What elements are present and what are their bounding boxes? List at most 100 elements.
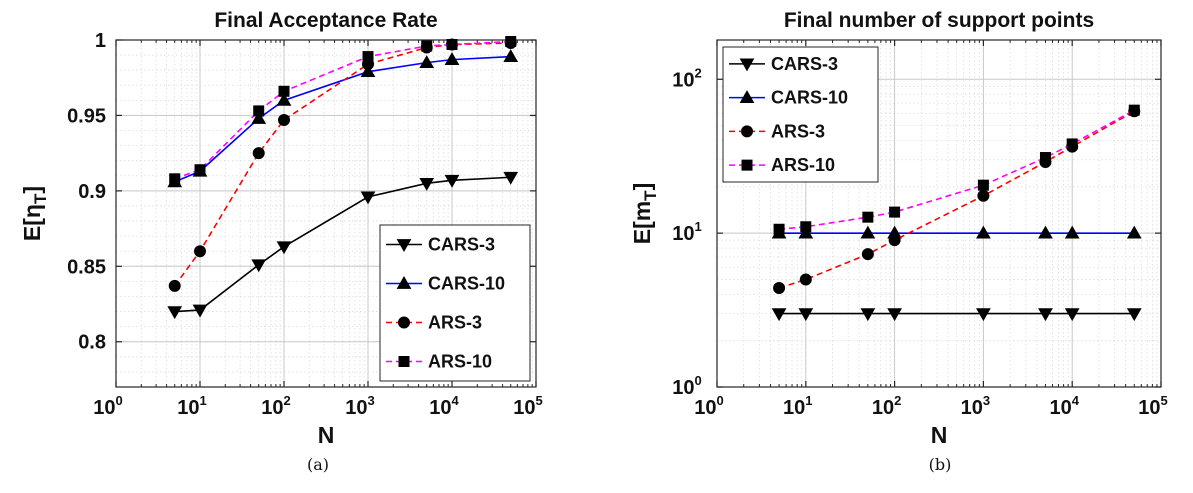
legend-label: CARS-10 xyxy=(771,88,848,108)
data-point xyxy=(1064,225,1080,239)
data-point xyxy=(419,55,435,69)
data-point xyxy=(503,171,519,185)
data-point xyxy=(167,306,183,320)
data-point xyxy=(444,174,460,188)
x-tick-label: 104 xyxy=(429,393,459,419)
data-point xyxy=(278,113,290,126)
legend-marker xyxy=(739,58,755,72)
legend-marker xyxy=(396,239,412,253)
data-point xyxy=(888,234,901,247)
series-line xyxy=(174,176,511,313)
axes-frame xyxy=(115,39,537,388)
data-point xyxy=(194,245,206,258)
legend-label: CARS-10 xyxy=(428,274,505,294)
subfigure-caption: (a) xyxy=(307,455,329,474)
data-point xyxy=(1066,138,1078,150)
data-point xyxy=(887,308,902,322)
data-point xyxy=(360,64,376,78)
legend-label: ARS-10 xyxy=(428,352,492,372)
data-point xyxy=(861,248,874,261)
data-point xyxy=(278,85,290,97)
data-point xyxy=(798,308,814,322)
data-point xyxy=(169,173,181,185)
data-point xyxy=(253,105,265,117)
data-point xyxy=(503,49,519,62)
y-tick-label: 102 xyxy=(672,65,701,91)
legend-marker xyxy=(741,159,753,171)
series-cars-10 xyxy=(167,49,519,188)
x-tick-label: 101 xyxy=(783,393,812,419)
legend-box xyxy=(379,224,531,382)
data-point xyxy=(421,40,433,52)
data-point xyxy=(976,308,991,322)
data-point xyxy=(251,259,267,273)
data-point xyxy=(505,36,517,48)
legend-marker xyxy=(398,356,410,367)
data-point xyxy=(1038,225,1053,239)
x-tick-label: 100 xyxy=(694,393,723,419)
data-point xyxy=(446,39,458,51)
series-line xyxy=(174,55,511,183)
data-point xyxy=(1126,308,1142,322)
legend-marker xyxy=(396,275,412,289)
data-point xyxy=(1128,104,1140,116)
y-tick-label: 0.9 xyxy=(78,181,106,203)
x-axis-label: N xyxy=(931,422,948,448)
series-line xyxy=(174,40,511,180)
data-point xyxy=(889,206,901,218)
legend-label: CARS-3 xyxy=(771,54,838,74)
legend-label: CARS-3 xyxy=(428,235,495,255)
data-point xyxy=(771,308,787,322)
legend-box xyxy=(722,46,879,183)
data-point xyxy=(444,52,460,65)
data-point xyxy=(1126,225,1142,239)
data-point xyxy=(860,308,876,322)
data-point xyxy=(976,225,991,239)
data-point xyxy=(1064,308,1080,322)
axes-frame xyxy=(716,39,1162,388)
x-tick-label: 100 xyxy=(93,393,122,419)
x-tick-label: 101 xyxy=(177,393,206,419)
data-point xyxy=(252,147,265,160)
x-tick-label: 102 xyxy=(872,393,901,419)
series-cars-10 xyxy=(771,225,1142,239)
data-point xyxy=(276,92,292,106)
data-point xyxy=(773,281,786,294)
data-point xyxy=(977,189,990,202)
x-tick-label: 102 xyxy=(261,393,290,419)
chart-title: Final number of support points xyxy=(784,9,1094,32)
legend-marker xyxy=(741,125,753,138)
legend-label: ARS-3 xyxy=(771,121,825,141)
data-point xyxy=(799,273,812,286)
x-tick-label: 103 xyxy=(961,393,990,419)
data-point xyxy=(192,304,208,318)
legend: CARS-3 CARS-10 ARS-3 ARS-10 xyxy=(722,46,879,183)
y-tick-label: 0.8 xyxy=(78,332,106,354)
data-point xyxy=(276,241,292,255)
x-axis-label: N xyxy=(318,422,335,448)
data-point xyxy=(773,223,785,235)
data-point xyxy=(977,179,989,191)
legend-marker xyxy=(739,90,755,103)
data-point xyxy=(800,221,812,233)
series-cars-3 xyxy=(167,171,519,320)
data-point xyxy=(419,177,435,191)
y-tick-label: 1 xyxy=(95,30,106,52)
y-tick-label: 0.85 xyxy=(67,256,106,278)
x-tick-label: 105 xyxy=(1138,393,1167,419)
data-point xyxy=(251,110,267,124)
data-point xyxy=(798,225,814,239)
data-point xyxy=(168,279,181,292)
data-point xyxy=(194,164,206,176)
chart-b: 100 101 102 103 104 105 100 101 102 Final number … xyxy=(629,9,1168,474)
series-ars-10 xyxy=(773,104,1140,235)
legend-label: ARS-10 xyxy=(771,155,835,175)
data-point xyxy=(862,211,874,223)
data-point xyxy=(1038,308,1053,322)
x-tick-label: 103 xyxy=(345,393,374,419)
chart-title: Final Acceptance Rate xyxy=(214,9,437,32)
y-tick-label: 101 xyxy=(672,219,701,245)
data-point xyxy=(1039,152,1051,164)
series-ars-10 xyxy=(169,36,517,185)
